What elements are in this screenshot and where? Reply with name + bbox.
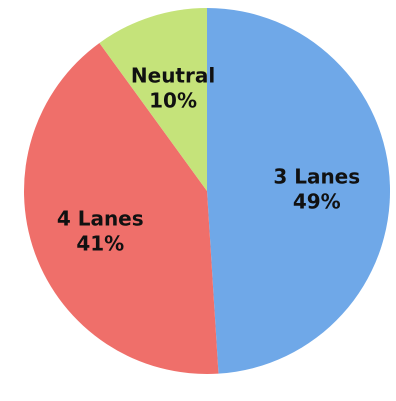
pie-slice-neutral: [99, 8, 207, 191]
slice-label-3-lanes: 3 Lanes 49%: [273, 165, 360, 214]
slice-value-label: 10%: [149, 89, 197, 113]
slice-label-neutral: Neutral 10%: [131, 64, 215, 113]
labels-layer: 3 Lanes 49% 4 Lanes 41% Neutral 10%: [57, 64, 360, 256]
pie-slice-4-lanes: [24, 42, 219, 375]
slice-label-4-lanes: 4 Lanes 41%: [57, 206, 144, 255]
slice-category-label: 3 Lanes: [273, 165, 360, 189]
slice-value-label: 49%: [293, 190, 341, 214]
slice-value-label: 41%: [76, 231, 124, 255]
slice-category-label: Neutral: [131, 64, 215, 88]
slice-category-label: 4 Lanes: [57, 206, 144, 230]
pie-slice-3-lanes: [207, 7, 391, 374]
slices-layer: [24, 7, 391, 375]
